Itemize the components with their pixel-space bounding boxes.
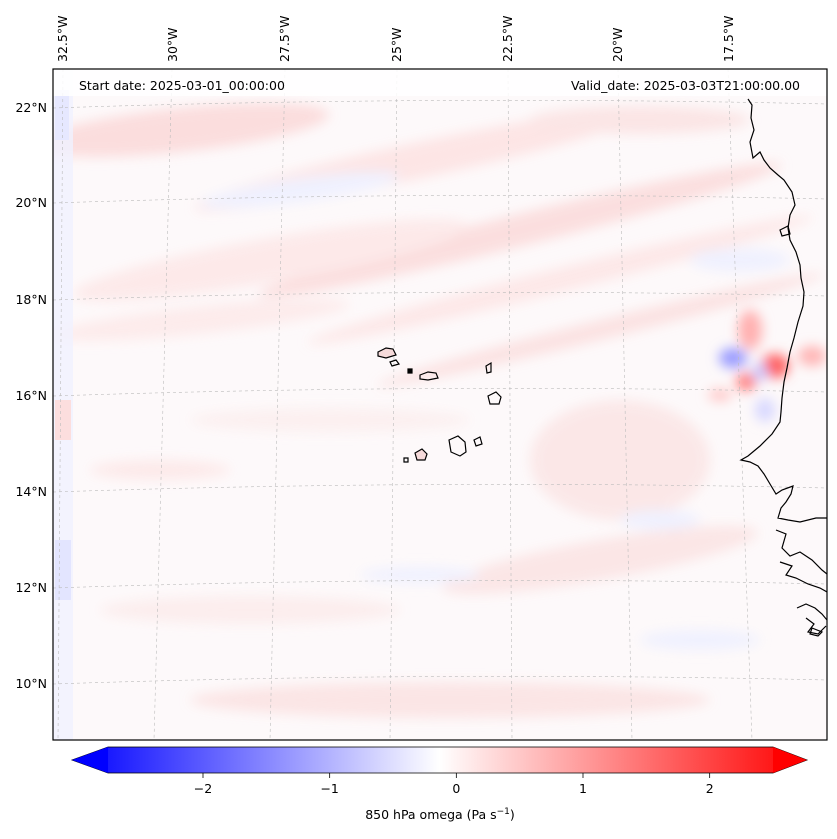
colorbar-bar (70, 746, 809, 774)
lon-label-30w: 30°W (165, 27, 180, 62)
colorbar-min-extend (72, 747, 108, 773)
colorbar-tick-label: −2 (194, 781, 212, 796)
colorbar-max-extend (773, 747, 807, 773)
colorbar-tick-label: 1 (579, 781, 587, 796)
lon-label-27-5w: 27.5°W (277, 16, 292, 62)
coastlines (377, 98, 827, 637)
start-date-label: Start date: 2025-03-01_00:00:00 (79, 78, 285, 93)
lon-label-17-5w: 17.5°W (721, 16, 736, 62)
gridlines (53, 69, 827, 740)
longitude-labels: 32.5°W 30°W 27.5°W 25°W 22.5°W 20°W 17.5… (55, 16, 736, 62)
colorbar-tick-label: 0 (452, 781, 460, 796)
colorbar-tick-label: −1 (320, 781, 338, 796)
lat-label-20n: 20°N (15, 195, 47, 210)
lon-label-32-5w: 32.5°W (55, 16, 70, 62)
lat-label-10n: 10°N (15, 676, 47, 691)
lon-label-20w: 20°W (610, 27, 625, 62)
lat-label-18n: 18°N (15, 292, 47, 307)
colorbar-tick-label: 2 (706, 781, 714, 796)
latitude-labels: 22°N 20°N 18°N 16°N 14°N 12°N 10°N (15, 100, 47, 691)
omega-field (53, 69, 826, 740)
lat-label-14n: 14°N (15, 484, 47, 499)
lat-label-12n: 12°N (15, 580, 47, 595)
lon-label-22-5w: 22.5°W (500, 16, 515, 62)
valid-date-label: Valid_date: 2025-03-03T21:00:00.00 (571, 78, 800, 93)
lat-label-16n: 16°N (15, 388, 47, 403)
map-frame (52, 68, 828, 741)
colorbar: −2 −1 0 1 2 850 hPa omega (Pa s−1) (70, 746, 809, 822)
lat-label-22n: 22°N (15, 100, 47, 115)
colorbar-label: 850 hPa omega (Pa s−1) (365, 807, 515, 822)
map-panel: Start date: 2025-03-01_00:00:00 Valid_da… (52, 68, 828, 741)
lon-label-25w: 25°W (389, 27, 404, 62)
